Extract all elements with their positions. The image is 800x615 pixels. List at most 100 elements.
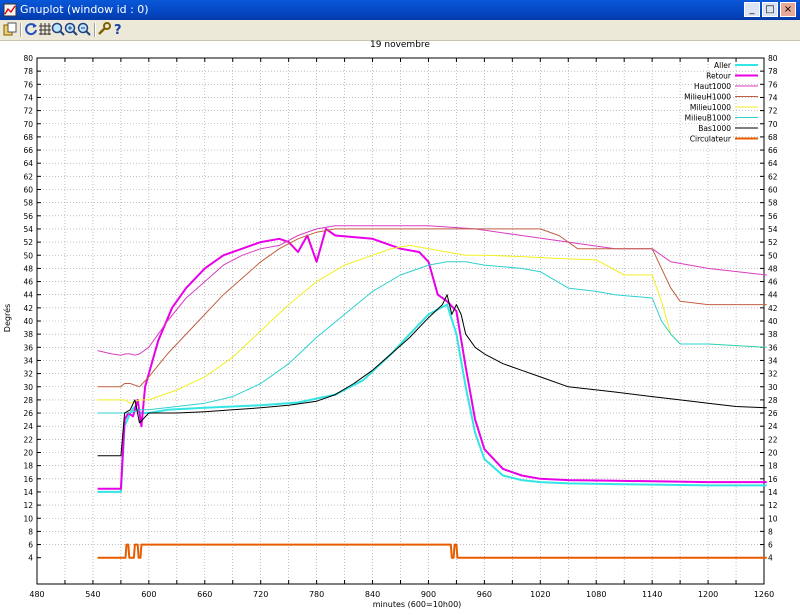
y-tick-label-right: 34 bbox=[768, 356, 778, 365]
y-tick-label-right: 26 bbox=[768, 409, 778, 418]
y-tick-label-left: 48 bbox=[23, 264, 33, 273]
y-tick-label-left: 36 bbox=[23, 343, 33, 352]
legend-label: Circulateur bbox=[690, 135, 732, 144]
y-tick-label-right: 4 bbox=[768, 554, 773, 563]
toolbar-separator bbox=[94, 23, 96, 37]
grid-lines bbox=[37, 58, 764, 584]
y-tick-label-left: 34 bbox=[23, 356, 33, 365]
plot-area: 480 540 600 660 720 780 840 900 960 1020 1080 1140 1… bbox=[0, 40, 800, 611]
y-tick-label-right: 78 bbox=[768, 67, 778, 76]
y-tick-label-right: 8 bbox=[768, 527, 773, 536]
y-tick-label-left: 44 bbox=[23, 291, 33, 300]
y-tick-label-left: 8 bbox=[28, 527, 33, 536]
zoom-previous-icon[interactable] bbox=[51, 22, 65, 36]
y-tick-label-left: 52 bbox=[23, 238, 33, 247]
y-tick-label-right: 36 bbox=[768, 343, 778, 352]
y-tick-label-right: 54 bbox=[768, 225, 778, 234]
y-tick-label-left: 10 bbox=[23, 514, 33, 523]
series-group bbox=[97, 225, 767, 559]
y-tick-label-right: 14 bbox=[768, 488, 778, 497]
y-tick-label-left: 4 bbox=[28, 554, 33, 563]
minimize-button[interactable]: _ bbox=[744, 2, 760, 17]
y-tick-label-right: 62 bbox=[768, 172, 778, 181]
y-tick-label-right: 24 bbox=[768, 422, 778, 431]
y-tick-label-left: 80 bbox=[23, 54, 33, 63]
y-tick-label-right: 56 bbox=[768, 212, 778, 221]
legend-label: Retour bbox=[706, 72, 732, 81]
series-line-bas1000 bbox=[97, 294, 767, 457]
x-tick-label: 1020 bbox=[530, 590, 550, 599]
legend-label: MilieuB1000 bbox=[685, 114, 732, 123]
gnuplot-app-icon bbox=[3, 3, 17, 17]
y-tick-label-left: 26 bbox=[23, 409, 33, 418]
y-tick-label-left: 78 bbox=[23, 67, 33, 76]
legend-label: Haut1000 bbox=[694, 82, 731, 91]
y-tick-label-left: 62 bbox=[23, 172, 33, 181]
x-tick-label: 1260 bbox=[754, 590, 774, 599]
y-tick-label-right: 20 bbox=[768, 449, 778, 458]
y-tick-label-right: 16 bbox=[768, 475, 778, 484]
y-tick-label-left: 16 bbox=[23, 475, 33, 484]
y-tick-label-right: 22 bbox=[768, 435, 778, 444]
x-tick-label: 1140 bbox=[642, 590, 662, 599]
x-tick-label: 720 bbox=[253, 590, 268, 599]
y-tick-label-left: 22 bbox=[23, 435, 33, 444]
y-tick-label-right: 30 bbox=[768, 383, 778, 392]
y-tick-label-left: 76 bbox=[23, 80, 33, 89]
y-tick-label-left: 50 bbox=[23, 251, 33, 260]
y-tick-label-left: 38 bbox=[23, 330, 33, 339]
y-tick-label-left: 74 bbox=[23, 93, 33, 102]
x-tick-label: 840 bbox=[365, 590, 380, 599]
y-tick-label-right: 76 bbox=[768, 80, 778, 89]
zoom-in-icon[interactable] bbox=[64, 22, 78, 36]
y-tick-label-left: 70 bbox=[23, 120, 33, 129]
y-tick-label-right: 64 bbox=[768, 159, 778, 168]
y-tick-label-right: 48 bbox=[768, 264, 778, 273]
y-tick-label-left: 64 bbox=[23, 159, 33, 168]
y-tick-label-right: 38 bbox=[768, 330, 778, 339]
options-icon[interactable] bbox=[97, 22, 111, 36]
x-tick-label: 540 bbox=[85, 590, 100, 599]
y-tick-label-left: 32 bbox=[23, 370, 33, 379]
y-tick-label-right: 80 bbox=[768, 54, 778, 63]
axis-ticks: 480 540 600 660 720 780 840 900 960 1020 1080 1140 1… bbox=[23, 54, 777, 599]
series-line-milieuh1000 bbox=[97, 228, 767, 388]
close-button[interactable]: × bbox=[780, 2, 796, 17]
y-tick-label-right: 68 bbox=[768, 133, 778, 142]
legend-label: Aller bbox=[714, 61, 732, 70]
y-tick-label-left: 18 bbox=[23, 462, 33, 471]
x-tick-label: 660 bbox=[197, 590, 212, 599]
y-tick-label-left: 46 bbox=[23, 278, 33, 287]
y-tick-label-right: 18 bbox=[768, 462, 778, 471]
y-tick-label-left: 68 bbox=[23, 133, 33, 142]
y-tick-label-right: 58 bbox=[768, 199, 778, 208]
y-tick-label-left: 12 bbox=[23, 501, 33, 510]
x-tick-label: 1200 bbox=[698, 590, 718, 599]
legend-label: MilieuH1000 bbox=[684, 93, 731, 102]
y-tick-label-right: 44 bbox=[768, 291, 778, 300]
y-tick-label-right: 42 bbox=[768, 304, 778, 313]
series-line-milieu1000 bbox=[97, 244, 767, 404]
y-tick-label-left: 72 bbox=[23, 107, 33, 116]
y-tick-label-right: 6 bbox=[768, 541, 773, 550]
zoom-out-icon[interactable] bbox=[77, 22, 91, 36]
y-tick-label-right: 52 bbox=[768, 238, 778, 247]
y-tick-label-right: 60 bbox=[768, 186, 778, 195]
y-tick-label-left: 56 bbox=[23, 212, 33, 221]
maximize-button[interactable]: □ bbox=[762, 2, 778, 17]
y-tick-label-left: 28 bbox=[23, 396, 33, 405]
help-icon[interactable]: ? bbox=[111, 22, 125, 36]
y-tick-label-right: 10 bbox=[768, 514, 778, 523]
copy-to-clipboard-icon[interactable] bbox=[3, 22, 17, 36]
y-tick-label-right: 72 bbox=[768, 107, 778, 116]
series-line-milieub1000 bbox=[97, 261, 767, 414]
y-tick-label-right: 32 bbox=[768, 370, 778, 379]
replot-icon[interactable] bbox=[24, 22, 38, 36]
y-tick-label-right: 46 bbox=[768, 278, 778, 287]
y-tick-label-left: 42 bbox=[23, 304, 33, 313]
x-tick-label: 960 bbox=[477, 590, 492, 599]
y-tick-label-right: 50 bbox=[768, 251, 778, 260]
x-tick-label: 600 bbox=[141, 590, 156, 599]
grid-icon[interactable] bbox=[38, 22, 52, 36]
